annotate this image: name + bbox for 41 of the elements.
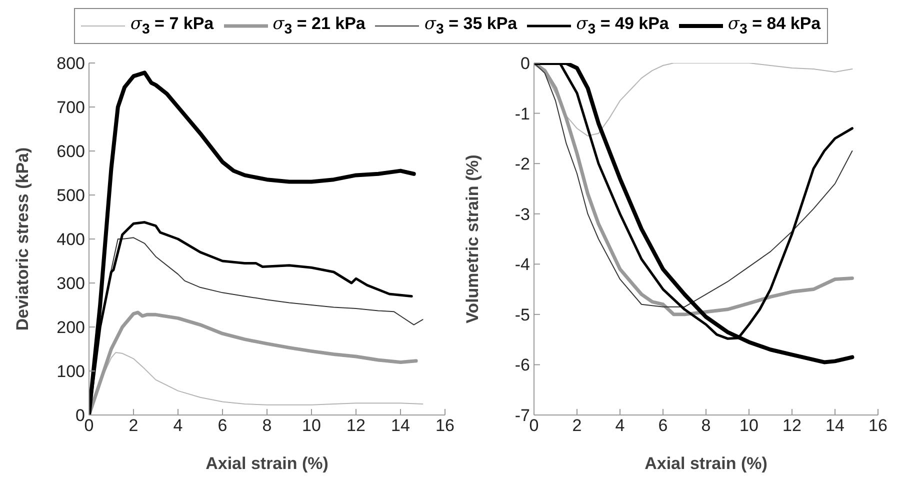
x-tick-label: 6 (218, 416, 228, 436)
x-tick-label: 14 (826, 416, 844, 436)
x-tick-label: 12 (346, 416, 366, 436)
x-tick-label: 2 (572, 416, 582, 436)
x-tick-label: 10 (302, 416, 321, 436)
y-tick-label: -6 (514, 356, 530, 375)
legend-label: σ$_{3}$ = 84 kPa (728, 14, 821, 38)
x-tick-label: 8 (701, 416, 711, 436)
x-tick-label: 4 (173, 416, 183, 436)
y-tick-label: 600 (56, 142, 85, 162)
x-tick-label: 12 (782, 416, 802, 436)
x-tick-label: 10 (740, 416, 758, 436)
y-tick-label: 400 (56, 230, 85, 250)
legend-label: σ$_{3}$ = 7 kPa (130, 14, 214, 38)
x-tick-label: 14 (391, 416, 410, 436)
x-axis-title: Axial strain (%) (206, 454, 328, 473)
y-tick-label: 500 (56, 186, 85, 206)
x-axis-title: Axial strain (%) (644, 454, 768, 473)
y-tick-label: 700 (56, 98, 85, 118)
y-tick-label: 100 (56, 362, 85, 382)
y-tick-label: -5 (514, 305, 530, 324)
x-tick-label: 2 (128, 416, 138, 436)
y-tick-label: -7 (514, 406, 530, 426)
y-tick-label: 800 (56, 54, 85, 74)
legend-label: σ$_{3}$ = 21 kPa (272, 14, 366, 38)
x-tick-label: 6 (658, 416, 668, 436)
y-axis-title: Volumetric strain (%) (463, 154, 482, 324)
y-tick-label: 200 (56, 318, 85, 338)
x-tick-label: 16 (868, 416, 888, 436)
y-tick-label: -4 (514, 255, 530, 274)
legend-label: σ$_{3}$ = 49 kPa (576, 14, 669, 38)
x-tick-label: 16 (436, 416, 454, 436)
legend-label: σ$_{3}$ = 35 kPa (424, 14, 518, 38)
y-tick-label: 300 (56, 274, 85, 294)
y-tick-label: -3 (514, 204, 530, 224)
y-tick-label: 0 (520, 54, 530, 74)
y-axis-title: Deviatoric stress (kPa) (13, 147, 32, 331)
x-tick-label: 8 (262, 416, 272, 436)
y-tick-label: -1 (514, 104, 530, 124)
y-tick-label: -2 (514, 154, 530, 174)
x-tick-label: 4 (615, 416, 625, 436)
